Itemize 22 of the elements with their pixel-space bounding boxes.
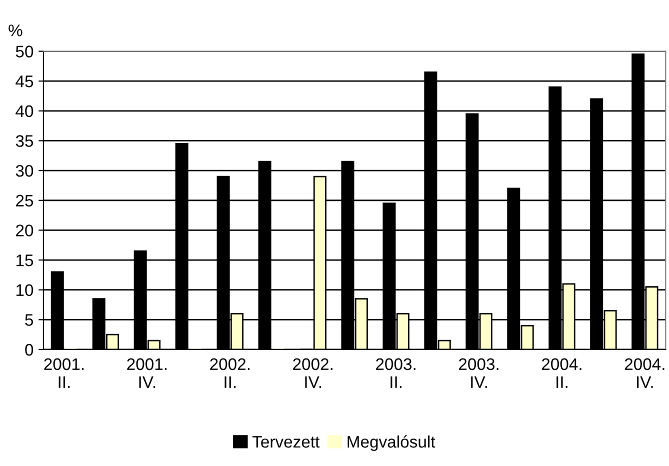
y-tick-label: 0 [25, 344, 34, 356]
y-tick-label: 40 [16, 105, 34, 118]
y-tick-label: 45 [16, 76, 34, 88]
y-tick-label: 5 [25, 314, 34, 326]
y-tick-label: 25 [16, 194, 34, 207]
legend-label: Megvalósult [348, 435, 436, 451]
x-tick-label: 2004. II. [542, 358, 582, 388]
x-tick-label: 2004. IV. [624, 358, 664, 388]
x-tick-label: 2002. II. [210, 358, 250, 388]
x-tick-label: 2001. IV. [127, 358, 167, 388]
y-tick-label: 35 [16, 135, 34, 147]
y-tick-label: 15 [16, 254, 34, 266]
y-axis-title: % [8, 24, 22, 36]
y-tick-label: 20 [16, 224, 34, 236]
y-tick-label: 30 [16, 164, 34, 177]
y-tick-label: 10 [16, 284, 34, 296]
x-tick-label: 2002. IV. [293, 358, 332, 388]
x-tick-label: 2003. II. [376, 358, 416, 388]
x-tick-label: 2003. IV. [458, 358, 498, 388]
y-tick-label: 50 [16, 46, 34, 58]
x-tick-label: 2001. II. [44, 358, 84, 388]
legend-label: Tervezett [252, 436, 320, 448]
